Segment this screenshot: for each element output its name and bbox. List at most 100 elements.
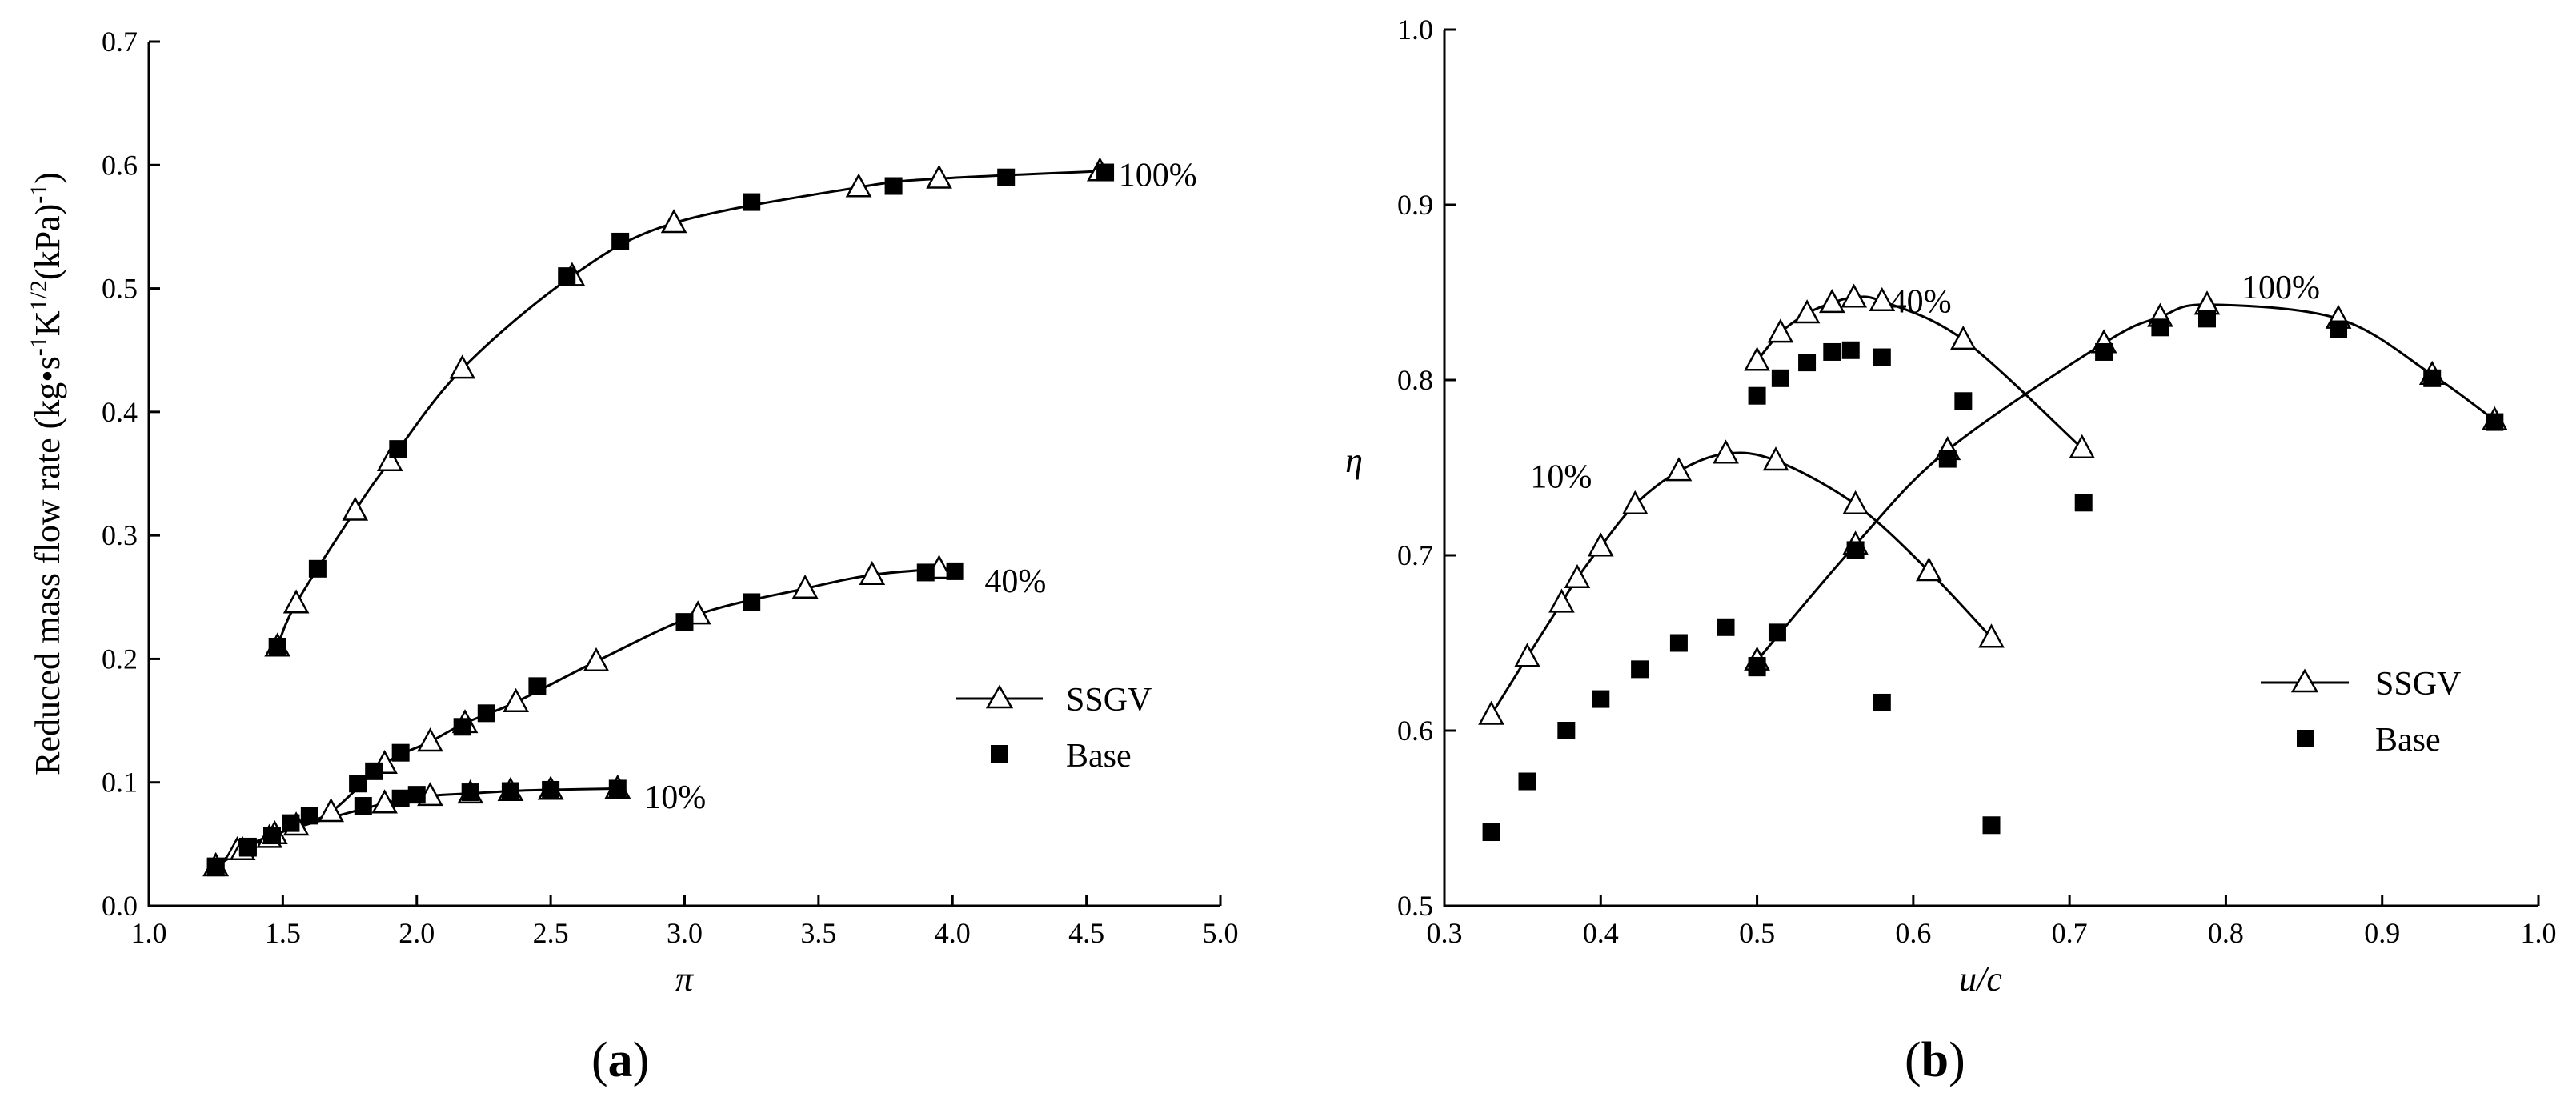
chart-a-point-base-100pct	[743, 193, 761, 211]
chart-b-legend: SSGV Base	[2261, 666, 2461, 759]
chart-a-point-ssgv-100pct	[342, 496, 369, 521]
chart-b-point-base-100pct	[2095, 342, 2113, 361]
chart-a-markers	[202, 157, 1115, 877]
chart-b-point-ssgv-10pct	[1587, 532, 1614, 557]
chart-b-point-ssgv-40pct	[2069, 434, 2096, 458]
chart-a-point-base-10pct	[407, 786, 426, 804]
chart-b-point-ssgv-10pct	[1915, 557, 1942, 582]
chart-a-point-base-10pct	[238, 839, 257, 857]
chart-a-panel-label: (a)	[591, 1033, 649, 1087]
chart-b: 0.3 0.4 0.5 0.6 0.7 0.8 0.9 1.0 0.5 0.6 0.7 0.8 0.9 1…	[1345, 14, 2556, 1087]
chart-b-point-base-100pct	[2197, 310, 2216, 328]
legend-b-ssgv-label: SSGV	[2375, 666, 2461, 703]
chart-b-point-ssgv-10pct	[1665, 457, 1693, 482]
chart-b-point-ssgv-40pct	[1950, 325, 1977, 350]
chart-b-panel-label: (b)	[1905, 1033, 1965, 1087]
chart-a-curve-ssgv-100pct	[276, 170, 1100, 647]
chart-a-y-tick-label: 0.5	[102, 273, 138, 305]
chart-b-point-base-10pct	[1982, 816, 2001, 835]
chart-b-y-tick-label: 0.8	[1397, 364, 1433, 396]
chart-b-point-ssgv-40pct	[1767, 318, 1794, 343]
chart-a-x-tick-label: 4.5	[1068, 917, 1104, 949]
chart-b-point-base-40pct	[1841, 341, 1860, 359]
chart-b-point-base-10pct	[1482, 823, 1500, 842]
chart-b-axes	[1443, 30, 2538, 907]
chart-a-x-tick-label: 2.5	[533, 917, 569, 949]
chart-b-ticks	[1443, 28, 2540, 907]
chart-a-y-axis-title: Reduced mass flow rate (kg•s-1K1/2(kPa)-…	[26, 172, 68, 775]
chart-a-point-ssgv-100pct	[376, 446, 403, 472]
chart-b-point-ssgv-10pct	[1564, 563, 1591, 588]
chart-b-point-base-40pct	[1798, 354, 1817, 372]
chart-b-point-base-100pct	[2486, 413, 2504, 431]
chart-b-x-tick-label: 0.9	[2364, 917, 2400, 949]
chart-a-x-tick-label: 3.5	[800, 917, 836, 949]
chart-a-point-base-10pct	[461, 783, 479, 802]
chart-a-point-base-40pct	[528, 677, 547, 695]
chart-a-x-axis-title: π	[675, 959, 695, 999]
chart-b-point-base-40pct	[1873, 348, 1891, 366]
chart-b-point-base-40pct	[1823, 342, 1841, 361]
legend-a-base-marker	[991, 745, 1008, 763]
chart-a-point-base-40pct	[262, 827, 281, 845]
legend-b-base-marker	[2297, 730, 2314, 747]
chart-b-point-base-40pct	[1771, 369, 1789, 387]
chart-b-point-ssgv-10pct	[1762, 446, 1789, 471]
chart-a-group-label: 10%	[644, 779, 706, 816]
chart-a-point-base-10pct	[391, 789, 410, 807]
chart-a-y-tick-label: 0.4	[102, 396, 138, 428]
chart-b-x-tick-label: 0.5	[1739, 917, 1775, 949]
chart-a-x-tick-label: 5.0	[1203, 917, 1239, 949]
chart-b-y-tick-label: 0.7	[1397, 539, 1433, 571]
chart-a-y-tick-label: 0.2	[102, 643, 138, 675]
chart-b-point-base-100pct	[2151, 318, 2169, 337]
chart-b-point-base-100pct	[1768, 623, 1786, 642]
chart-a-point-base-40pct	[349, 775, 367, 793]
chart-a-point-ssgv-40pct	[503, 687, 530, 712]
chart-a-point-base-100pct	[1096, 163, 1115, 182]
chart-a-x-tick-label: 1.5	[265, 917, 301, 949]
chart-a-point-base-40pct	[365, 762, 383, 780]
chart-b-x-tick-label: 0.8	[2208, 917, 2244, 949]
chart-b-point-ssgv-10pct	[1713, 439, 1739, 464]
chart-a-point-base-10pct	[206, 859, 225, 877]
chart-b-group-label: 100%	[2241, 270, 2320, 306]
chart-a-x-tick-label: 4.0	[935, 917, 971, 949]
chart-a-point-ssgv-40pct	[318, 798, 345, 823]
chart-b-point-ssgv-10pct	[1978, 623, 2005, 648]
chart-a-point-base-10pct	[608, 779, 627, 798]
chart-a-point-base-40pct	[946, 562, 964, 580]
chart-b-point-base-10pct	[1873, 693, 1891, 711]
chart-b-y-tick-label: 0.9	[1397, 189, 1433, 221]
chart-b-point-base-10pct	[1717, 618, 1735, 636]
chart-a-point-ssgv-100pct	[660, 209, 687, 234]
chart-a-point-base-10pct	[501, 782, 519, 800]
legend-b-base-label: Base	[2375, 722, 2441, 759]
chart-b-y-tick-label: 0.6	[1397, 715, 1433, 747]
chart-b-point-base-40pct	[1954, 392, 1973, 410]
chart-b-point-ssgv-40pct	[1819, 288, 1845, 314]
chart-b-point-base-10pct	[1631, 660, 1649, 679]
chart-a-y-tick-label: 0.0	[102, 890, 138, 922]
chart-b-point-ssgv-40pct	[1841, 283, 1868, 308]
chart-a-point-ssgv-100pct	[845, 173, 872, 198]
chart-b-point-ssgv-10pct	[1548, 588, 1575, 613]
chart-a-point-ssgv-40pct	[859, 560, 886, 586]
chart-a-y-tick-label: 0.7	[102, 26, 138, 58]
chart-b-point-ssgv-10pct	[1514, 643, 1540, 667]
chart-a-x-tick-label: 3.0	[667, 917, 703, 949]
chart-b-curve-ssgv-100pct	[1756, 303, 2496, 662]
chart-a-group-label: 40%	[984, 563, 1046, 600]
chart-b-point-base-100pct	[2423, 369, 2442, 387]
chart-a-point-base-40pct	[916, 563, 935, 582]
chart-a-point-base-40pct	[282, 814, 300, 832]
chart-b-group-label: 10%	[1530, 458, 1592, 495]
chart-b-point-ssgv-40pct	[1793, 299, 1821, 324]
chart-a-x-tick-label: 2.0	[399, 917, 435, 949]
chart-b-y-tick-label: 1.0	[1397, 14, 1433, 46]
chart-a-point-base-100pct	[884, 177, 903, 195]
chart-a-x-tick-label: 1.0	[131, 917, 167, 949]
chart-a-point-base-100pct	[558, 267, 576, 286]
chart-b-x-tick-label: 1.0	[2521, 917, 2557, 949]
chart-a-y-tick-label: 0.1	[102, 767, 138, 799]
